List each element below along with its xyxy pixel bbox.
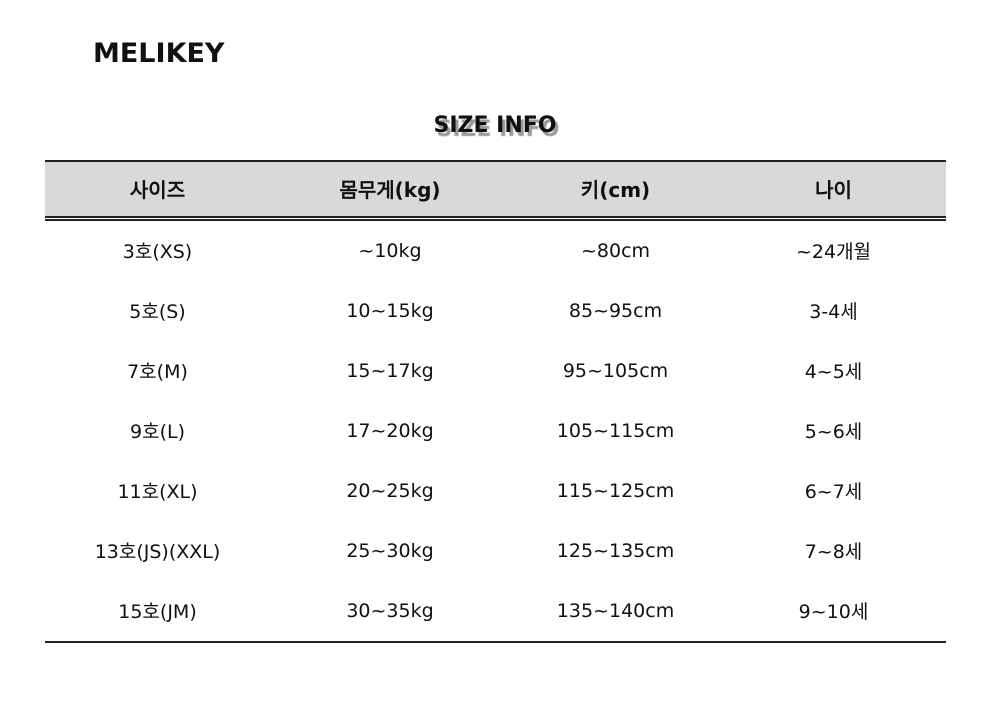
table-row: 13호(JS)(XXL) 25~30kg 125~135cm 7~8세 (45, 521, 946, 581)
cell-height: ~80cm (580, 239, 651, 262)
table-row: 3호(XS) ~10kg ~80cm ~24개월 (45, 218, 946, 281)
cell-height: 135~140cm (510, 580, 721, 643)
cell-weight: 25~30kg (346, 539, 434, 562)
brand-name: MELIKEY (93, 38, 225, 69)
header-weight: 몸무게(kg) (270, 160, 510, 221)
table-row: 5호(S) 10~15kg 85~95cm 3-4세 (45, 281, 946, 341)
header-size: 사이즈 (45, 160, 270, 221)
cell-age: 3-4세 (809, 301, 858, 323)
cell-size: 7호(M) (127, 361, 188, 383)
cell-height: 95~105cm (562, 359, 669, 382)
cell-height: 115~125cm (556, 479, 675, 502)
header-height: 키(cm) (510, 160, 721, 221)
table-row: 11호(XL) 20~25kg 115~125cm 6~7세 (45, 461, 946, 521)
cell-height: 105~115cm (556, 419, 675, 442)
cell-size: 5호(S) (129, 301, 186, 323)
cell-weight: 15~17kg (346, 359, 434, 382)
table-row: 7호(M) 15~17kg 95~105cm 4~5세 (45, 341, 946, 401)
size-table: 사이즈 몸무게(kg) 키(cm) 나이 3호(XS) ~10kg ~80cm ~24… (45, 160, 946, 643)
cell-height: 125~135cm (556, 539, 675, 562)
table-row: 9호(L) 17~20kg 105~115cm 5~6세 (45, 401, 946, 461)
cell-weight: ~10kg (358, 239, 422, 262)
header-age: 나이 (721, 160, 946, 221)
cell-age: 5~6세 (804, 421, 863, 443)
cell-weight: 17~20kg (346, 419, 434, 442)
cell-weight: 10~15kg (346, 299, 434, 322)
cell-weight: 20~25kg (346, 479, 434, 502)
cell-size: 9호(L) (130, 421, 185, 443)
cell-age: 6~7세 (804, 481, 863, 503)
cell-height: 85~95cm (568, 299, 663, 322)
cell-age: 7~8세 (804, 541, 863, 563)
cell-size: 15호(JM) (45, 580, 270, 643)
cell-weight: 30~35kg (270, 580, 510, 643)
cell-size: 13호(JS)(XXL) (94, 541, 221, 563)
cell-age: 4~5세 (804, 361, 863, 383)
cell-age: 9~10세 (721, 580, 946, 643)
table-row: 15호(JM) 30~35kg 135~140cm 9~10세 (45, 580, 946, 643)
cell-size: 11호(XL) (117, 481, 198, 503)
cell-size: 3호(XS) (122, 241, 193, 263)
page-title: SIZE INFO (433, 113, 557, 138)
cell-age: ~24개월 (795, 241, 872, 263)
table-header-row: 사이즈 몸무게(kg) 키(cm) 나이 (45, 160, 946, 221)
